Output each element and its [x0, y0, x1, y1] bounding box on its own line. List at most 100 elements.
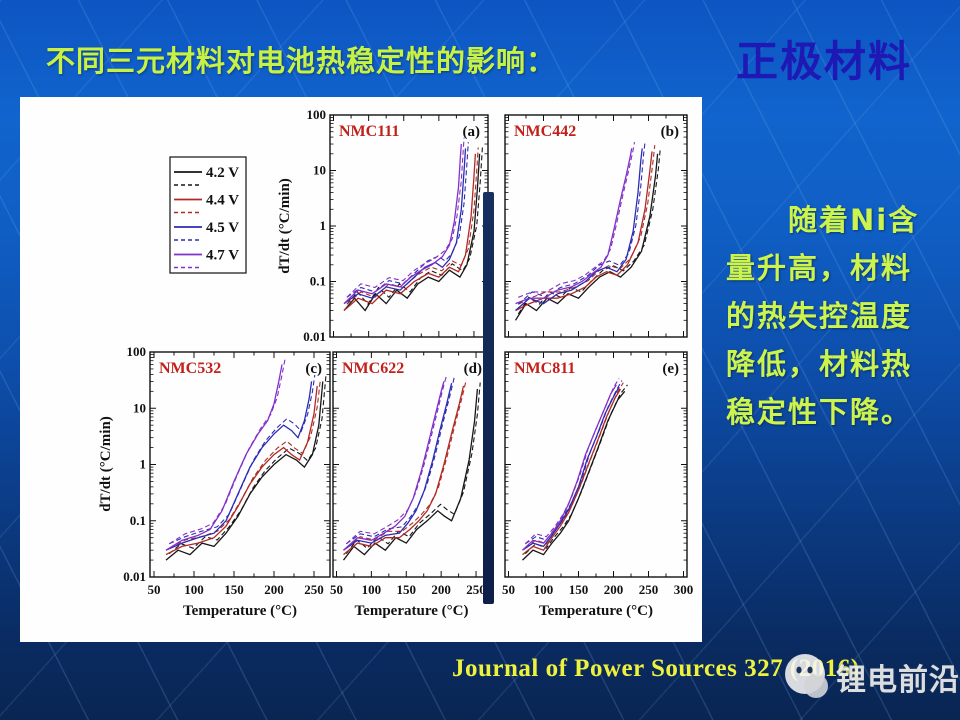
y-tick-label: 1: [320, 218, 327, 233]
curve-dashed-4.5 V: [346, 142, 469, 298]
curve-solid-4.7 V: [515, 148, 633, 305]
panel-letter: (e): [662, 361, 679, 377]
x-tick-label: 50: [148, 582, 161, 597]
panel-letter: (b): [661, 124, 679, 140]
curves-d: [342, 374, 481, 561]
subplot-nmc442: NMC442 (b): [504, 114, 688, 338]
curve-solid-4.5 V: [343, 382, 453, 551]
panel-letter: (d): [464, 361, 482, 377]
x-axis-title: Temperature (°C): [183, 603, 297, 619]
y-tick-label: 0.1: [130, 513, 146, 528]
watermark: 锂电前沿: [780, 650, 960, 704]
plot-frame: [504, 114, 688, 338]
curve-solid-4.7 V: [343, 143, 462, 305]
logo-eye-left: [796, 666, 802, 674]
curve-solid-4.5 V: [343, 148, 467, 305]
curve-solid-4.7 V: [343, 381, 445, 551]
subplot-nmc811: 50 100 150 200 250 300 Temperature (°C) NMC811 (…: [502, 351, 694, 619]
x-tick-label: 50: [502, 582, 515, 597]
curves-b: [514, 142, 661, 321]
x-tick-label: 250: [466, 582, 486, 597]
y-tick-label: 100: [307, 107, 327, 122]
x-tick-label: 150: [569, 582, 589, 597]
curve-dashed-4.2 V: [345, 382, 481, 555]
watermark-logo-icon: [785, 654, 828, 698]
subplot-nmc532: 50 100 150 200 250 100 10 1 0.1 0.01 Temperature (…: [123, 344, 331, 619]
curve-solid-4.2 V: [342, 388, 479, 561]
y-tick-label: 0.01: [303, 329, 326, 344]
material-label: NMC532: [159, 360, 221, 377]
y-tick-label: 1: [140, 457, 147, 472]
curve-solid-4.5 V: [165, 381, 313, 551]
y-axis-title: dT/dt (°C/min): [98, 416, 114, 512]
curve-solid-4.2 V: [343, 153, 481, 312]
curve-dashed-4.4 V: [346, 147, 479, 305]
y-tick-label: 10: [313, 163, 326, 178]
curve-dashed-4.2 V: [168, 374, 327, 555]
curve-solid-4.7 V: [165, 364, 283, 551]
figure-legend: 4.2 V 4.4 V 4.5 V 4.7 V: [169, 156, 247, 274]
x-tick-label: 150: [224, 582, 244, 597]
curve-dashed-4.7 V: [524, 378, 620, 545]
material-label: NMC111: [339, 123, 399, 140]
subplot-nmc111: 100 10 1 0.1 0.01 NMC111 (a): [303, 107, 489, 344]
curve-dashed-4.5 V: [345, 376, 455, 545]
x-tick-label: 100: [534, 582, 554, 597]
subplot-nmc622: 50 100 150 200 250 Temperature (°C) NMC622 (d): [330, 351, 491, 619]
x-tick-label: 200: [264, 582, 284, 597]
curve-solid-4.4 V: [343, 385, 465, 556]
curve-dashed-4.7 V: [346, 137, 465, 298]
curve-dashed-4.2 V: [517, 147, 661, 315]
curve-solid-4.7 V: [522, 384, 617, 551]
panel-letter: (c): [305, 361, 322, 377]
y-tick-label: 0.01: [123, 569, 146, 584]
curve-solid-4.2 V: [514, 153, 659, 321]
x-tick-label: 200: [604, 582, 624, 597]
curve-solid-4.4 V: [165, 385, 318, 556]
x-tick-label: 150: [397, 582, 417, 597]
plot-frame: [329, 114, 489, 338]
corner-label: 正极材料: [736, 37, 913, 86]
curve-dashed-4.4 V: [168, 379, 321, 549]
curves-e: [522, 378, 628, 561]
curve-dashed-4.5 V: [517, 142, 646, 305]
curves-a: [343, 137, 483, 312]
curve-solid-4.5 V: [515, 148, 643, 311]
x-axis-title: Temperature (°C): [355, 603, 469, 619]
curve-dashed-4.4 V: [518, 145, 656, 305]
x-tick-label: 250: [304, 582, 324, 597]
curve-solid-4.4 V: [515, 151, 653, 312]
curve-dashed-4.2 V: [524, 384, 628, 555]
y-tick-label: 0.1: [310, 274, 326, 289]
curves-c: [165, 357, 327, 561]
curve-dashed-4.4 V: [524, 382, 624, 549]
curve-solid-4.2 V: [165, 381, 324, 561]
watermark-text: 锂电前沿: [836, 663, 960, 698]
curve-dashed-4.7 V: [518, 142, 636, 298]
material-label: NMC442: [514, 123, 576, 140]
x-tick-label: 100: [362, 582, 382, 597]
page-title: 不同三元材料对电池热稳定性的影响：: [46, 44, 557, 78]
panel-letter: (a): [463, 124, 481, 140]
x-tick-label: 100: [184, 582, 204, 597]
curve-dashed-4.7 V: [168, 357, 286, 545]
material-label: NMC811: [514, 360, 575, 377]
x-tick-label: 50: [330, 582, 343, 597]
curve-solid-4.4 V: [343, 153, 477, 311]
side-note: 随着Ni含 量升高，材料 的热失控温度 降低，材料热 稳定性下降。: [726, 203, 920, 429]
x-tick-label: 300: [674, 582, 694, 597]
curve-dashed-4.7 V: [345, 374, 448, 545]
curve-dashed-4.5 V: [168, 374, 316, 545]
legend-label: 4.2 V: [206, 165, 239, 181]
y-tick-label: 100: [127, 344, 147, 359]
x-tick-label: 200: [431, 582, 451, 597]
legend-label: 4.5 V: [206, 220, 239, 236]
y-axis-title: dT/dt (°C/min): [277, 178, 293, 274]
curve-solid-4.5 V: [522, 386, 620, 551]
material-label: NMC622: [342, 360, 404, 377]
legend-label: 4.4 V: [206, 193, 239, 209]
curve-dashed-4.4 V: [345, 379, 467, 549]
y-tick-label: 10: [133, 400, 146, 415]
